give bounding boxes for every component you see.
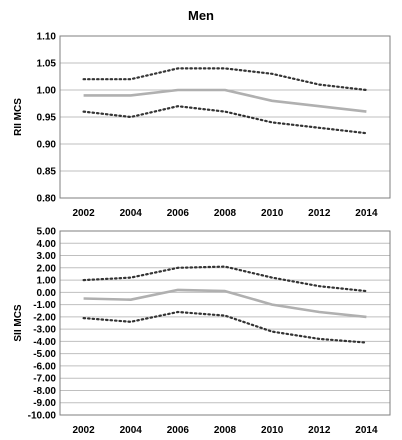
y-tick-label: -10.00: [28, 411, 57, 422]
y-tick-label: 2.00: [37, 263, 57, 274]
x-tick-label: 2002: [72, 425, 95, 436]
rii-mcs-panel: 1.10 1.05 1.00 0.95 0.90 0.85 0.80 2002 2004 2006…: [13, 32, 391, 219]
x-tick-label: 2008: [214, 425, 237, 436]
x-tick-label: 2012: [308, 425, 331, 436]
plot-area: [59, 35, 391, 199]
y-tick-label: 0.85: [37, 167, 57, 178]
x-tick-label: 2006: [167, 208, 190, 219]
y-tick-label: 4.00: [37, 239, 57, 250]
y-tick-label: -8.00: [33, 386, 56, 397]
chart-title: Men: [188, 8, 214, 23]
sii-mcs-panel: 5.004.003.002.001.000.00-1.00-2.00-3.00-…: [13, 227, 391, 436]
y-tick-label: 5.00: [37, 227, 57, 238]
y-tick-label: -6.00: [33, 361, 56, 372]
y-tick-label: 3.00: [37, 251, 57, 262]
series-line-solid: [83, 88, 367, 113]
x-tick-label: 2006: [167, 425, 190, 436]
y-tick-label: -9.00: [33, 398, 56, 409]
x-tick-label: 2002: [72, 208, 95, 219]
y-tick-label: 0.00: [37, 288, 57, 299]
y-tick-label: -7.00: [33, 374, 56, 385]
y-tick-label: 0.95: [37, 113, 57, 124]
series-line-dotted: [82, 265, 368, 293]
y-tick-label: 0.80: [37, 194, 57, 205]
x-tick-label: 2010: [261, 208, 284, 219]
series-line-dotted: [82, 67, 368, 92]
x-tick-label: 2010: [261, 425, 284, 436]
y-axis-label: SII MCS: [13, 304, 24, 342]
y-tick-label: -4.00: [33, 337, 56, 348]
plot-area: [59, 230, 391, 416]
y-tick-label: 1.00: [37, 276, 57, 287]
x-tick-label: 2004: [120, 208, 143, 219]
series-line-dotted: [82, 310, 368, 344]
y-tick-label: 1.05: [37, 59, 57, 70]
x-tick-label: 2014: [355, 208, 378, 219]
y-tick-label: 1.00: [37, 86, 57, 97]
y-axis-label: RII MCS: [13, 98, 24, 136]
series-line-solid: [83, 288, 367, 319]
y-tick-label: 0.90: [37, 140, 57, 151]
y-tick-label: -1.00: [33, 300, 56, 311]
x-tick-label: 2012: [308, 208, 331, 219]
series-line-dotted: [82, 105, 368, 135]
y-tick-label: -3.00: [33, 325, 56, 336]
x-tick-label: 2008: [214, 208, 237, 219]
x-tick-label: 2004: [120, 425, 143, 436]
x-tick-label: 2014: [355, 425, 378, 436]
y-tick-label: 1.10: [37, 32, 57, 43]
y-tick-label: -2.00: [33, 312, 56, 323]
y-tick-label: -5.00: [33, 349, 56, 360]
